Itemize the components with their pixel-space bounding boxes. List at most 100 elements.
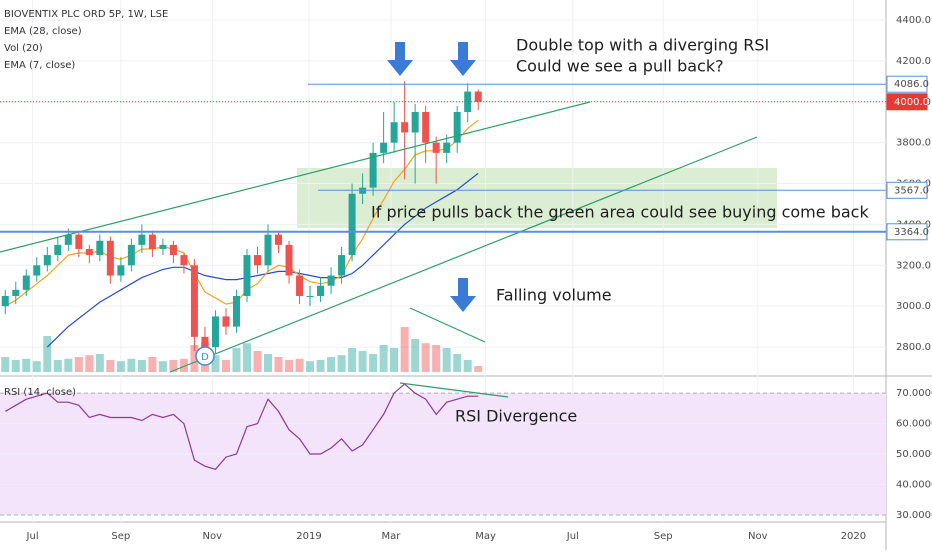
volume-trend-line bbox=[409, 307, 486, 343]
candle-body bbox=[85, 248, 93, 256]
candle-body bbox=[453, 112, 461, 143]
volume-bar bbox=[274, 357, 283, 372]
volume-bar bbox=[43, 336, 52, 372]
dividend-label: D bbox=[201, 352, 209, 363]
volume-bar bbox=[232, 348, 241, 372]
x-tick-label: Jul bbox=[566, 531, 579, 542]
price-label-box bbox=[886, 93, 928, 111]
candle-body bbox=[222, 316, 230, 327]
candle-body bbox=[117, 265, 125, 276]
volume-bar bbox=[169, 360, 178, 372]
candle-body bbox=[22, 275, 30, 290]
candle-body bbox=[54, 244, 62, 256]
candle-body bbox=[1, 295, 9, 307]
volume-bar bbox=[64, 358, 73, 372]
annotation: RSI Divergence bbox=[455, 407, 577, 426]
volume-bar bbox=[463, 360, 472, 372]
volume-bar bbox=[53, 360, 62, 372]
y-tick-label: 70.0000 bbox=[896, 388, 932, 399]
price-label: 3364.0 bbox=[894, 227, 929, 238]
price-label-box bbox=[886, 75, 928, 93]
volume-bar bbox=[358, 351, 367, 372]
candle-body bbox=[96, 240, 104, 256]
y-tick-label: 3000.0 bbox=[896, 301, 931, 312]
volume-bar bbox=[137, 360, 146, 372]
volume-bar bbox=[421, 343, 430, 372]
volume-bar bbox=[190, 345, 199, 372]
dividend-marker bbox=[195, 346, 215, 366]
series-line bbox=[4, 383, 479, 470]
volume-bar bbox=[369, 354, 378, 372]
trend-line bbox=[0, 101, 591, 253]
candle-body bbox=[148, 234, 156, 249]
candle-body bbox=[138, 234, 146, 245]
volume-bar bbox=[442, 348, 451, 372]
candle-body bbox=[201, 336, 209, 348]
annotation: Falling volume bbox=[496, 286, 612, 305]
candle-body bbox=[422, 112, 430, 143]
volume-bar bbox=[474, 366, 483, 372]
x-tick-label: Sep bbox=[654, 531, 673, 542]
volume-bar bbox=[158, 361, 167, 372]
x-tick-label: 2019 bbox=[296, 531, 321, 542]
candle-body bbox=[190, 265, 198, 337]
y-tick-label: 2800.0 bbox=[896, 342, 931, 353]
volume-bar bbox=[221, 360, 230, 372]
candle-body bbox=[275, 234, 283, 245]
chart-title: BIOVENTIX PLC ORD 5P, 1W, LSE bbox=[4, 9, 168, 20]
candle-body bbox=[253, 255, 261, 266]
candle-body bbox=[411, 112, 419, 133]
volume-bar bbox=[285, 360, 294, 372]
candle-body bbox=[464, 91, 472, 113]
y-tick-label: 4400.0 bbox=[896, 15, 931, 26]
volume-bar bbox=[390, 348, 399, 372]
volume-bar bbox=[295, 358, 304, 372]
series-line bbox=[46, 172, 479, 348]
y-tick-label: 40.0000 bbox=[896, 480, 932, 491]
down-arrow bbox=[450, 278, 476, 312]
candle-body bbox=[338, 255, 346, 276]
volume-bar bbox=[432, 345, 441, 372]
y-tick-label: 3200.0 bbox=[896, 260, 931, 271]
price-label: 4086.0 bbox=[894, 79, 929, 90]
volume-bar bbox=[179, 358, 188, 372]
candle-body bbox=[401, 122, 409, 133]
x-tick-label: Nov bbox=[203, 531, 223, 542]
volume-bar bbox=[11, 360, 20, 372]
y-tick-label: 30.0000 bbox=[896, 510, 932, 521]
candle-body bbox=[180, 255, 188, 266]
volume-bar bbox=[127, 358, 136, 372]
x-tick-label: May bbox=[475, 531, 496, 542]
candle-body bbox=[64, 234, 72, 245]
candle-body bbox=[296, 275, 304, 296]
y-tick-label: 3800.0 bbox=[896, 138, 931, 149]
volume-bar bbox=[316, 360, 325, 372]
volume-bar bbox=[211, 355, 220, 372]
volume-bar bbox=[106, 360, 115, 372]
volume-bar bbox=[95, 354, 104, 372]
volume-bar bbox=[337, 355, 346, 372]
x-tick-label: Mar bbox=[382, 531, 402, 542]
candle-body bbox=[327, 275, 335, 286]
volume-bar bbox=[306, 361, 315, 372]
x-tick-label: Nov bbox=[748, 531, 768, 542]
legend-entry: EMA (28, close) bbox=[4, 26, 82, 37]
volume-bar bbox=[74, 357, 83, 372]
y-tick-label: 50.0000 bbox=[896, 449, 932, 460]
candle-body bbox=[285, 244, 293, 276]
volume-bar bbox=[148, 357, 157, 372]
volume-bar bbox=[32, 361, 41, 372]
candle-body bbox=[12, 289, 20, 296]
buy-zone bbox=[297, 168, 777, 228]
overlay: Double top with a diverging RSI Could we… bbox=[0, 9, 929, 426]
y-tick-label: 4200.0 bbox=[896, 56, 931, 67]
x-tick-label: Sep bbox=[111, 531, 130, 542]
candle-body bbox=[106, 240, 114, 276]
volume-bar bbox=[453, 354, 462, 372]
candle-body bbox=[317, 285, 325, 296]
candle-body bbox=[264, 234, 272, 266]
candle-body bbox=[75, 234, 83, 249]
volume-bar bbox=[411, 339, 420, 372]
volume-bar bbox=[1, 357, 10, 372]
